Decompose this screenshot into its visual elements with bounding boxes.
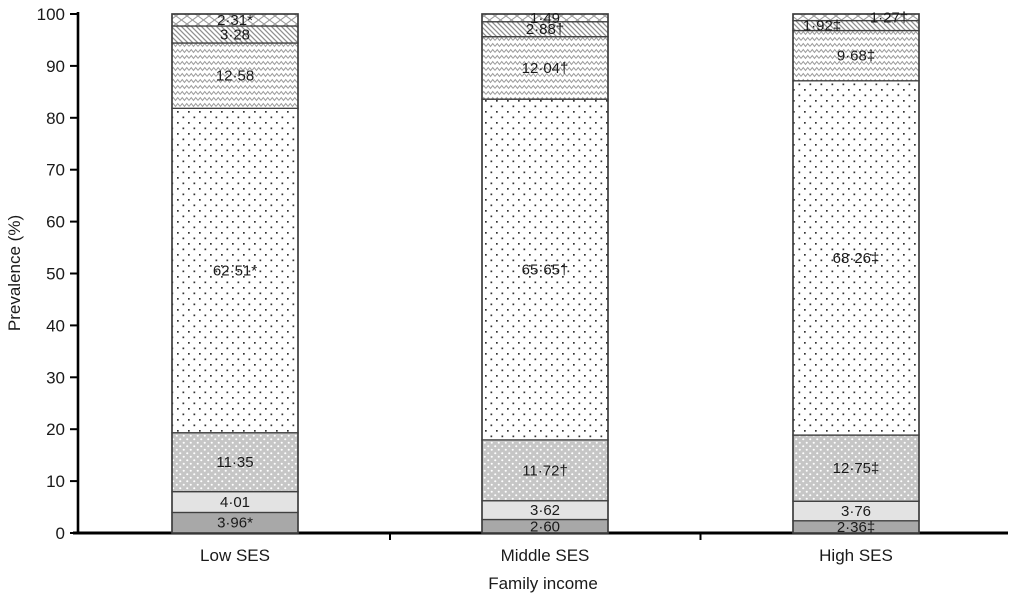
category-label-middle-ses: Middle SES — [501, 546, 590, 565]
y-tick-label: 70 — [46, 161, 65, 180]
ticks-layer: 0 10 20 30 40 50 60 70 80 90 100 — [37, 5, 702, 543]
y-tick-label: 90 — [46, 57, 65, 76]
segment-value-label: 1·92‡ — [803, 18, 841, 35]
segment-value-label: 3·62 — [530, 502, 560, 519]
segment-value-label: 62·51* — [213, 263, 257, 280]
segment-value-label: 2·36‡ — [837, 519, 875, 536]
segment-value-label: 4·01 — [220, 494, 250, 511]
segment-value-label: 12·04† — [522, 60, 569, 77]
x-axis-title: Family income — [488, 574, 598, 593]
segment-value-label: 1·27† — [870, 9, 908, 26]
bar-segment-segment-3-white-dots-on-gray — [792, 434, 920, 502]
segment-value-label: 9·68‡ — [837, 48, 875, 65]
bar-segment-segment-4-black-dots-on-white — [792, 80, 920, 436]
segment-value-label: 2·60 — [530, 518, 560, 535]
segment-value-label: 12·58 — [216, 68, 254, 85]
bar-segment-segment-4-black-dots-on-white — [481, 98, 609, 441]
segment-value-label: 3·28 — [220, 27, 250, 44]
segment-value-label: 3·76 — [841, 503, 871, 520]
y-axis-title: Prevalence (%) — [5, 215, 24, 331]
segment-value-label: 12·75‡ — [833, 460, 880, 477]
y-tick-label: 20 — [46, 420, 65, 439]
y-tick-label: 80 — [46, 109, 65, 128]
y-tick-label: 0 — [56, 524, 65, 543]
bar-segment-segment-4-black-dots-on-white — [171, 107, 299, 434]
segment-value-label: 1·49 — [530, 10, 560, 27]
bar-outline — [171, 13, 299, 534]
segment-value-label: 65·65† — [522, 262, 569, 279]
category-label-low-ses: Low SES — [200, 546, 270, 565]
segment-value-label: 3·96* — [217, 515, 253, 532]
category-labels-layer: Low SES Middle SES High SES — [200, 546, 893, 565]
segment-value-label: 2·31* — [217, 12, 253, 29]
segment-labels-layer: 3·96*4·0111·3562·51*12·583·282·31*2·603·… — [213, 9, 908, 536]
bar-outline — [481, 13, 609, 534]
bars-layer — [171, 13, 920, 534]
y-tick-label: 60 — [46, 213, 65, 232]
y-tick-label: 100 — [37, 5, 65, 24]
segment-value-label: 11·35 — [216, 454, 253, 471]
bar-outline — [792, 13, 920, 534]
y-tick-label: 40 — [46, 316, 65, 335]
category-label-high-ses: High SES — [819, 546, 893, 565]
segment-value-label: 68·26‡ — [833, 250, 880, 267]
y-tick-label: 30 — [46, 368, 65, 387]
segment-value-label: 2·88† — [526, 21, 564, 38]
y-tick-label: 10 — [46, 472, 65, 491]
y-tick-label: 50 — [46, 265, 65, 284]
segment-value-label: 11·72† — [522, 462, 568, 479]
